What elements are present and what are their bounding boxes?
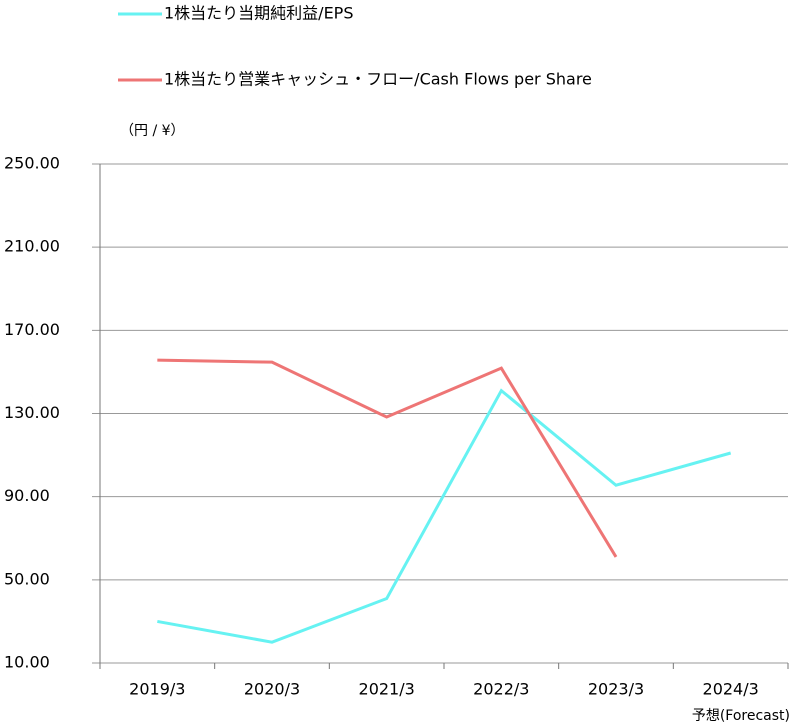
x-tick-label: 2019/3 [129,680,185,699]
x-tick-label: 2024/3 [703,680,759,699]
legend-label: 1株当たり営業キャッシュ・フロー/Cash Flows per Share [164,70,592,89]
y-tick-label: 210.00 [4,237,60,256]
y-tick-label: 130.00 [4,403,60,422]
y-tick-label: 250.00 [4,154,60,173]
series-line [157,388,732,644]
x-tick-label: 2023/3 [588,680,644,699]
forecast-label: 予想(Forecast) [692,708,790,724]
x-tick-label: 2021/3 [359,680,415,699]
y-tick-label: 170.00 [4,320,60,339]
y-axis-label: （円 / ¥） [120,123,185,139]
series-line [157,358,618,558]
x-tick-label: 2020/3 [244,680,300,699]
y-tick-label: 10.00 [4,653,50,672]
x-tick-label: 2022/3 [473,680,529,699]
y-tick-label: 50.00 [4,569,50,588]
y-tick-label: 90.00 [4,486,50,505]
legend-label: 1株当たり当期純利益/EPS [164,4,354,23]
